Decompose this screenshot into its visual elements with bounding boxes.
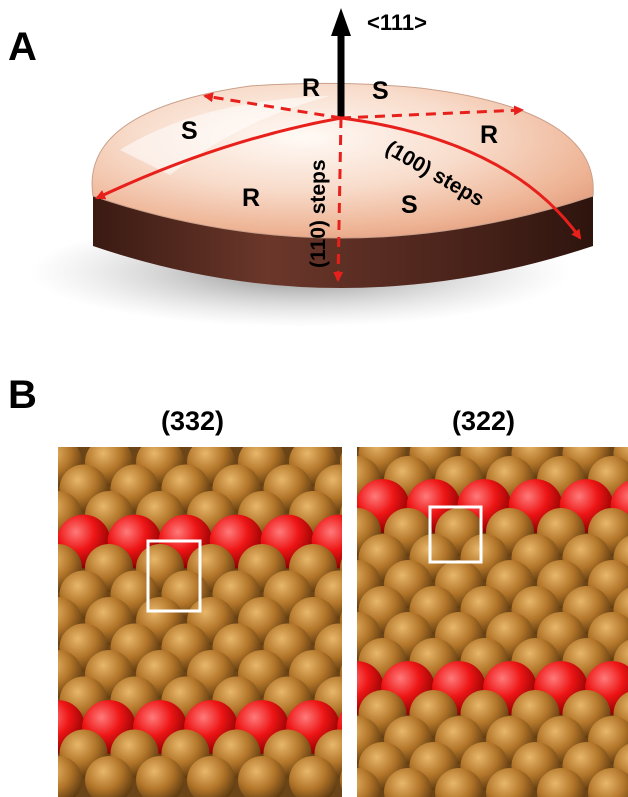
surface-322-title: (322) [452, 406, 515, 436]
arrow-front-right [340, 116, 582, 240]
step-atom [58, 533, 60, 550]
terrace-atom [0, 438, 31, 486]
step-arrows [95, 92, 582, 282]
terrace-atom [0, 491, 31, 539]
step-atom [0, 700, 34, 754]
normal-arrow-head [331, 8, 351, 36]
terrace-atom [486, 768, 534, 797]
terrace-atom [9, 730, 57, 778]
disk-rim [93, 196, 593, 288]
terrace-atom [537, 768, 585, 797]
terrace-atom [357, 768, 381, 797]
surface-332-model [0, 438, 342, 797]
panel-a-letter: A [8, 25, 37, 69]
surface-322-model [357, 447, 628, 797]
steps-110-label: (110) steps [307, 159, 330, 268]
terrace-atom [9, 465, 57, 513]
direction-label: <111> [367, 10, 427, 35]
arrow-back-left [203, 92, 342, 120]
terrace-atom [0, 756, 31, 797]
terrace-atom [384, 768, 432, 797]
terrace-atom [238, 756, 286, 797]
region-label: S [181, 117, 198, 145]
dome-highlight [120, 96, 330, 175]
region-label: R [480, 121, 498, 149]
arrow-back-right [340, 105, 524, 120]
terrace-atom [9, 624, 57, 672]
region-label: R [242, 184, 260, 212]
unit-cell-322 [428, 505, 483, 564]
terrace-atom [289, 756, 337, 797]
terrace-atom [435, 768, 483, 797]
terrace-atom [588, 768, 628, 797]
terrace-atom [0, 544, 31, 592]
terrace-atom [0, 597, 31, 645]
region-label: R [302, 74, 320, 102]
unit-cell-332 [146, 539, 202, 613]
terrace-atom [187, 756, 235, 797]
terrace-atom [85, 756, 133, 797]
terrace-atom [136, 756, 184, 797]
terrace-atom [58, 756, 82, 797]
terrace-atom [340, 770, 342, 790]
panel-b: B (332) (322) [0, 373, 628, 797]
terrace-atom [0, 650, 31, 698]
arrow-front-left [95, 116, 342, 200]
region-label: S [372, 77, 389, 105]
panel-a: A <111> R S S R R S (110) steps (100) st… [8, 8, 594, 327]
terrace-atom [9, 571, 57, 619]
terrace-atom [9, 677, 57, 725]
surface-332-title: (332) [161, 406, 224, 436]
region-label: S [401, 191, 418, 219]
panel-b-letter: B [8, 373, 37, 417]
